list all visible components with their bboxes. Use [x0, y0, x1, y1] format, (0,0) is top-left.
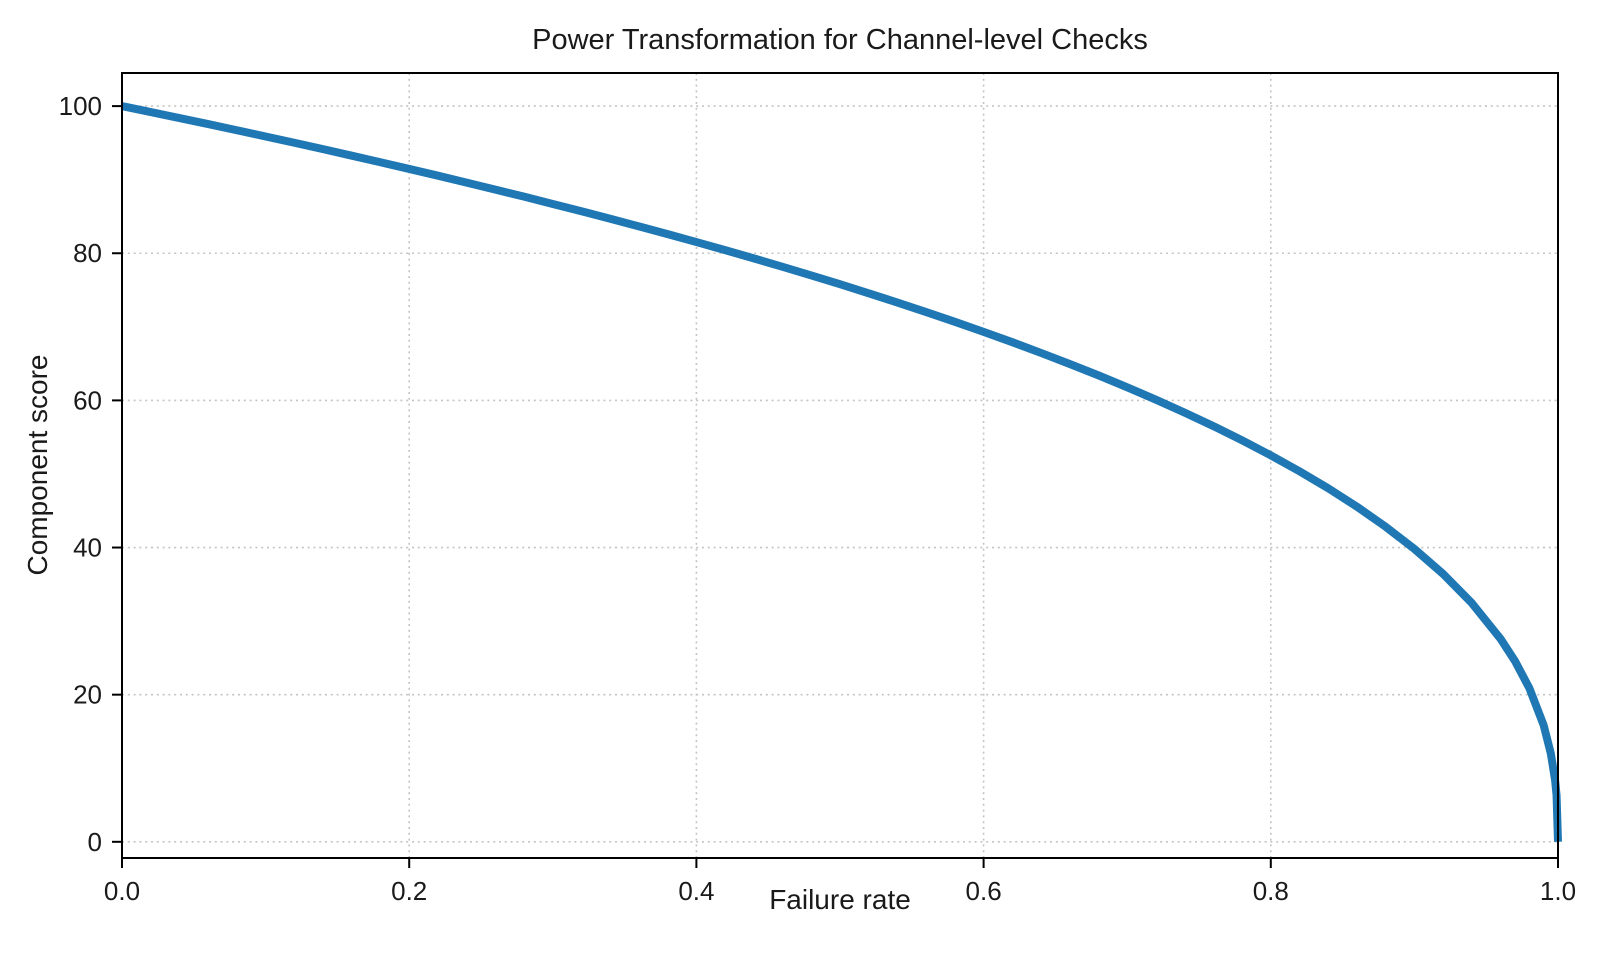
- chart-title: Power Transformation for Channel-level C…: [532, 24, 1148, 56]
- y-tick-label: 0: [88, 827, 102, 857]
- x-axis-label: Failure rate: [769, 884, 911, 915]
- x-tick-label: 1.0: [1540, 876, 1576, 906]
- x-tick-label: 0.6: [966, 876, 1002, 906]
- y-tick-label: 20: [73, 680, 102, 710]
- y-tick-label: 100: [59, 91, 102, 121]
- x-tick-label: 0.0: [104, 876, 140, 906]
- y-axis-label: Component score: [22, 354, 53, 576]
- x-tick-label: 0.8: [1253, 876, 1289, 906]
- series-line: [121, 102, 1562, 842]
- y-tick-label: 60: [73, 385, 102, 415]
- y-tick-label: 40: [73, 533, 102, 563]
- x-tick-label: 0.2: [391, 876, 427, 906]
- y-tick-label: 80: [73, 238, 102, 268]
- x-tick-label: 0.4: [678, 876, 714, 906]
- plot-frame: [121, 72, 1559, 859]
